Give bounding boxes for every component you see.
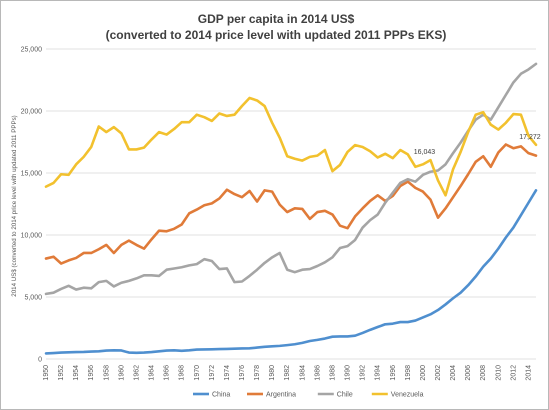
- data-labels: 16,043 17,272: [414, 134, 541, 156]
- series-line-argentina: [44, 143, 538, 265]
- y-tick-label: 0: [38, 357, 42, 364]
- x-tick-label: 1968: [179, 365, 186, 381]
- x-tick-label: 1964: [149, 365, 156, 381]
- x-axis-tick-labels: 1950 1952 1954 1956 1958 1960 1962 1964 1966 1968…: [43, 365, 532, 381]
- series-line-venezuela: [44, 96, 538, 197]
- y-tick-label: 10,000: [21, 233, 43, 240]
- chart-title: GDP per capita in 2014 US$: [198, 12, 355, 26]
- x-tick-label: 2008: [480, 365, 487, 381]
- x-tick-label: 1986: [314, 365, 321, 381]
- chart-subtitle: (converted to 2014 price level with upda…: [106, 28, 447, 42]
- legend-label: Venezuela: [391, 392, 424, 399]
- y-tick-label: 15,000: [21, 171, 43, 178]
- x-tick-label: 1954: [73, 365, 80, 381]
- x-tick-label: 1974: [224, 365, 231, 381]
- x-tick-label: 1966: [164, 365, 171, 381]
- x-tick-label: 1996: [390, 365, 397, 381]
- legend-label: Chile: [337, 392, 353, 399]
- x-tick-label: 1980: [269, 365, 276, 381]
- y-tick-label: 20,000: [21, 109, 43, 116]
- x-tick-label: 1958: [103, 365, 110, 381]
- legend: China Argentina Chile Venezuela: [193, 392, 424, 399]
- legend-label: China: [212, 392, 230, 399]
- x-tick-label: 1978: [254, 365, 261, 381]
- x-tick-label: 1962: [133, 365, 140, 381]
- x-tick-label: 2006: [465, 365, 472, 381]
- series-lines: [44, 62, 538, 355]
- x-tick-label: 1970: [194, 365, 201, 381]
- x-tick-label: 1984: [299, 365, 306, 381]
- x-tick-label: 1990: [345, 365, 352, 381]
- x-tick-label: 1982: [284, 365, 291, 381]
- x-tick-label: 1988: [329, 365, 336, 381]
- x-tick-label: 1960: [118, 365, 125, 381]
- x-tick-label: 2000: [420, 365, 427, 381]
- x-tick-label: 1992: [360, 365, 367, 381]
- y-axis-label: 2014 US$ (converted to 2014 price level …: [11, 115, 18, 297]
- x-tick-label: 1956: [88, 365, 95, 381]
- series-line-chile: [44, 62, 538, 296]
- x-tick-label: 1950: [43, 365, 50, 381]
- x-tick-label: 1952: [58, 365, 65, 381]
- x-tick-label: 1994: [375, 365, 382, 381]
- y-tick-label: 5,000: [24, 295, 42, 302]
- x-tick-label: 1972: [209, 365, 216, 381]
- x-tick-label: 2014: [525, 365, 532, 381]
- legend-label: Argentina: [266, 392, 296, 399]
- x-tick-label: 2012: [510, 365, 517, 381]
- x-tick-label: 1976: [239, 365, 246, 381]
- series-line-china: [44, 189, 538, 355]
- gridlines: [46, 48, 536, 360]
- x-tick-label: 2002: [435, 365, 442, 381]
- data-label: 17,272: [519, 134, 541, 141]
- data-label: 16,043: [414, 149, 436, 156]
- x-tick-label: 1998: [405, 365, 412, 381]
- y-tick-label: 25,000: [21, 47, 43, 54]
- x-tick-label: 2004: [450, 365, 457, 381]
- y-axis-tick-labels: 0 5,000 10,000 15,000 20,000 25,000: [21, 47, 43, 364]
- x-tick-label: 2010: [495, 365, 502, 381]
